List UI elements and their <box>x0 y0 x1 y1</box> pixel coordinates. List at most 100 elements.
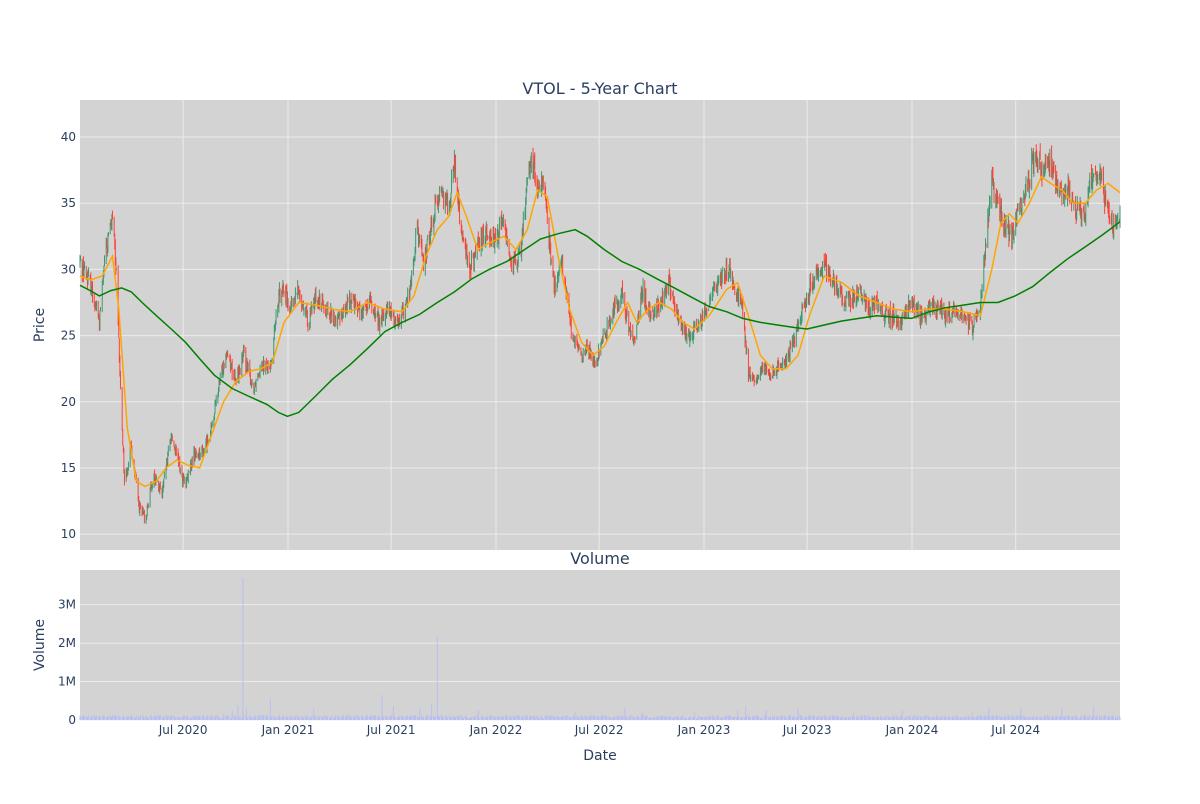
volume-bar <box>975 716 977 720</box>
volume-bar <box>601 717 603 720</box>
volume-bar <box>596 718 598 720</box>
volume-bar <box>545 718 547 720</box>
volume-bar <box>1073 716 1075 720</box>
volume-bar <box>1051 715 1053 720</box>
volume-bar <box>363 718 365 720</box>
volume-bar <box>529 715 531 720</box>
volume-bar <box>298 718 300 720</box>
volume-bar <box>222 717 224 720</box>
volume-bar <box>916 718 918 720</box>
volume-bar <box>868 715 870 720</box>
volume-bar <box>644 717 646 720</box>
volume-bar <box>249 715 251 720</box>
volume-bar <box>194 715 196 720</box>
volume-bar <box>562 715 564 720</box>
volume-bar <box>763 715 765 720</box>
volume-bar <box>576 715 578 720</box>
volume-bar <box>1091 718 1093 720</box>
volume-bar <box>279 716 281 720</box>
volume-bar <box>884 716 886 720</box>
volume-bar <box>557 716 559 720</box>
volume-bar <box>378 716 380 720</box>
volume-bar <box>935 717 937 720</box>
volume-bar <box>186 715 188 720</box>
volume-bar <box>750 717 752 720</box>
volume-bar <box>1089 716 1091 720</box>
volume-bar <box>728 715 730 720</box>
volume-bar <box>440 715 442 720</box>
volume-bar <box>122 715 124 720</box>
volume-bar <box>646 715 648 720</box>
volume-bar <box>865 718 867 720</box>
volume-bar <box>294 718 296 720</box>
volume-bar <box>1081 717 1083 720</box>
volume-bar <box>881 717 883 720</box>
volume-bar <box>644 716 646 720</box>
volume-bar <box>151 717 153 720</box>
volume-bar <box>969 717 971 720</box>
volume-bar <box>285 718 287 720</box>
volume-bar <box>494 716 496 720</box>
volume-bar <box>134 717 136 720</box>
volume-bar <box>1055 716 1057 720</box>
volume-bar <box>85 716 87 720</box>
volume-bar <box>664 717 666 720</box>
volume-bar <box>118 716 120 720</box>
volume-bar <box>1024 717 1026 720</box>
volume-bar <box>253 715 255 720</box>
volume-bar <box>425 715 427 720</box>
volume-bar <box>745 706 747 720</box>
volume-bar <box>690 718 692 720</box>
volume-bar <box>490 715 492 720</box>
volume-bar <box>465 718 467 720</box>
volume-bar <box>330 716 332 720</box>
volume-bar <box>430 715 432 720</box>
volume-bar <box>393 715 395 720</box>
volume-bar <box>578 717 580 720</box>
volume-bar <box>454 717 456 720</box>
volume-bar <box>265 717 267 720</box>
volume-bar <box>856 716 858 720</box>
volume-bar <box>880 716 882 720</box>
volume-bar <box>765 710 767 720</box>
x-tick-label: Jan 2023 <box>677 723 731 737</box>
volume-bar <box>560 716 562 720</box>
volume-bar <box>469 718 471 720</box>
volume-bar <box>219 717 221 720</box>
volume-bar <box>474 717 476 720</box>
volume-bar <box>1108 715 1110 720</box>
volume-bar <box>113 715 115 720</box>
volume-bar <box>506 716 508 720</box>
volume-bar <box>87 716 89 720</box>
volume-bar <box>536 715 538 720</box>
x-tick-label: Jul 2021 <box>366 723 416 737</box>
volume-bar <box>641 715 643 720</box>
volume-bar <box>525 718 527 720</box>
volume-bar <box>305 716 307 720</box>
volume-bar <box>481 715 483 720</box>
volume-bar <box>428 716 430 720</box>
volume-bar <box>462 717 464 720</box>
volume-bar <box>620 715 622 720</box>
volume-bar <box>1000 716 1002 720</box>
volume-bar <box>622 715 624 720</box>
volume-bar <box>159 715 161 720</box>
volume-bar <box>812 715 814 720</box>
volume-bar <box>796 717 798 720</box>
volume-bar <box>141 717 143 720</box>
volume-bar <box>963 717 965 720</box>
volume-bar <box>289 717 291 720</box>
volume-bar <box>457 715 459 720</box>
volume-bar <box>247 717 249 720</box>
volume-bar <box>666 716 668 720</box>
volume-bar <box>177 716 179 720</box>
volume-bar <box>345 717 347 720</box>
volume-bar <box>287 716 289 720</box>
volume-bar <box>558 717 560 720</box>
volume-bar <box>517 717 519 720</box>
volume-bar <box>480 716 482 720</box>
volume-bar <box>793 716 795 720</box>
volume-bar <box>281 717 283 720</box>
volume-bar <box>581 715 583 720</box>
volume-bar <box>227 715 229 720</box>
